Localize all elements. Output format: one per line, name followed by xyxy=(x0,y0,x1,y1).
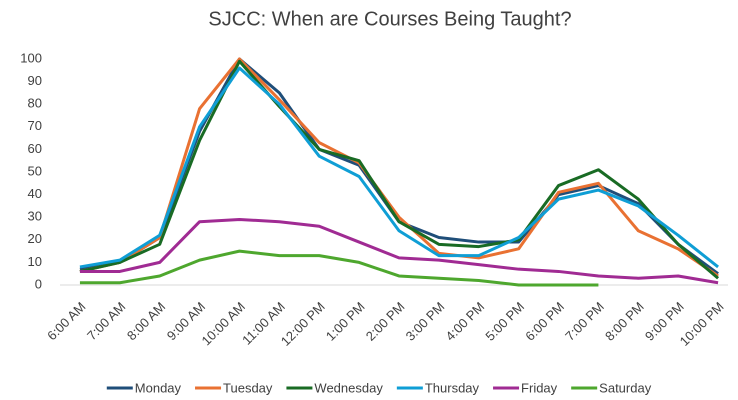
y-tick-label: 80 xyxy=(28,96,42,111)
x-tick-label: 6:00 PM xyxy=(522,299,567,344)
x-tick-label: 2:00 PM xyxy=(363,299,408,344)
x-tick-label: 12:00 PM xyxy=(278,299,328,349)
legend-item: Friday xyxy=(493,380,558,395)
series-line xyxy=(79,217,719,285)
legend-item: Wednesday xyxy=(286,380,383,395)
x-tick-label: 10:00 PM xyxy=(677,299,727,349)
legend: Monday Tuesday Wednesday Thursday Friday Satu… xyxy=(106,380,652,395)
legend-item: Monday xyxy=(106,380,182,395)
y-tick-label: 100 xyxy=(20,50,42,65)
legend-label: Tuesday xyxy=(223,380,273,395)
series-line xyxy=(79,249,599,287)
series-line xyxy=(79,66,719,269)
legend-label: Monday xyxy=(135,380,182,395)
x-tick-label: 4:00 PM xyxy=(442,299,487,344)
y-tick-label: 40 xyxy=(28,186,42,201)
legend-label: Saturday xyxy=(599,380,652,395)
x-tick-label: 8:00 AM xyxy=(124,299,168,343)
x-tick-label: 7:00 PM xyxy=(562,299,607,344)
x-tick-label: 5:00 PM xyxy=(482,299,527,344)
x-tick-label: 1:00 PM xyxy=(323,299,368,344)
y-tick-label: 0 xyxy=(35,276,42,291)
series-line xyxy=(79,57,719,275)
series-line xyxy=(79,59,720,280)
legend-item: Tuesday xyxy=(195,380,273,395)
legend-label: Thursday xyxy=(425,380,480,395)
x-tick-label: 6:00 AM xyxy=(44,299,88,343)
chart-title: SJCC: When are Courses Being Taught? xyxy=(208,8,571,30)
x-tick-label: 3:00 PM xyxy=(403,299,448,344)
legend-label: Friday xyxy=(521,380,558,395)
y-tick-label: 90 xyxy=(28,73,42,88)
y-tick-label: 30 xyxy=(28,209,42,224)
x-tick-label: 7:00 AM xyxy=(84,299,128,343)
y-tick-label: 50 xyxy=(28,163,42,178)
legend-item: Thursday xyxy=(396,380,480,395)
x-tick-label: 8:00 PM xyxy=(602,299,647,344)
legend-label: Wednesday xyxy=(314,380,383,395)
y-tick-label: 70 xyxy=(28,118,42,133)
x-tick-label: 10:00 AM xyxy=(199,299,248,348)
series-line xyxy=(79,57,719,278)
y-tick-label: 10 xyxy=(28,254,42,269)
y-tick-label: 60 xyxy=(28,141,42,156)
legend-item: Saturday xyxy=(571,380,652,395)
y-tick-label: 20 xyxy=(28,231,42,246)
